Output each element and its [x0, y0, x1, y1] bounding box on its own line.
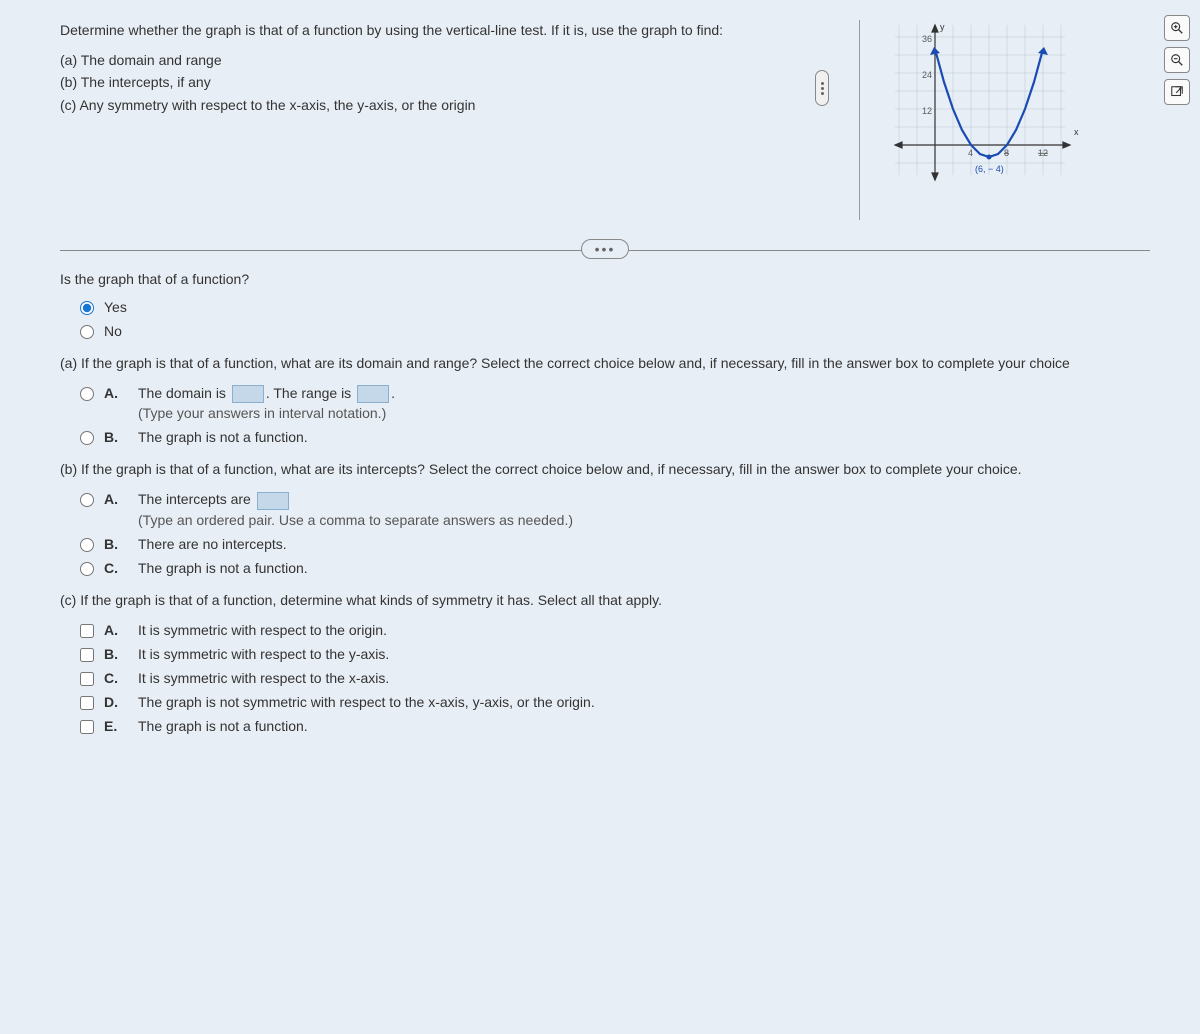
qc-optC-checkbox[interactable] — [80, 672, 94, 686]
opt-letter: C. — [104, 670, 122, 686]
collapse-handle[interactable] — [815, 70, 829, 106]
question-prompt: Determine whether the graph is that of a… — [60, 20, 795, 220]
zoom-in-button[interactable] — [1164, 15, 1190, 41]
qc-optA-label: It is symmetric with respect to the orig… — [138, 622, 387, 638]
qa-optA-hint: (Type your answers in interval notation.… — [138, 405, 1150, 421]
svg-text:4: 4 — [968, 148, 973, 158]
svg-text:8: 8 — [1004, 148, 1009, 158]
qc-optB-label: It is symmetric with respect to the y-ax… — [138, 646, 389, 662]
opt-letter: E. — [104, 718, 122, 734]
q1-prompt: Is the graph that of a function? — [60, 271, 1150, 287]
qb-optB-radio[interactable] — [80, 538, 94, 552]
opt-letter: A. — [104, 622, 122, 638]
vertical-divider — [859, 20, 860, 220]
qc-optC-label: It is symmetric with respect to the x-ax… — [138, 670, 389, 686]
opt-letter: B. — [104, 646, 122, 662]
qa-optA-radio[interactable] — [80, 387, 94, 401]
question-c: A. It is symmetric with respect to the o… — [60, 622, 1150, 734]
opt-letter: B. — [104, 536, 122, 552]
qa-optB-radio[interactable] — [80, 431, 94, 445]
svg-text:12: 12 — [922, 106, 932, 116]
qa-optA-mid: . The range is — [266, 385, 355, 401]
svg-text:12: 12 — [1038, 148, 1048, 158]
qa-optA-pre: The domain is — [138, 385, 230, 401]
q1-yes-radio[interactable] — [80, 301, 94, 315]
qa-optB-label: The graph is not a function. — [138, 429, 308, 445]
intercepts-input[interactable] — [257, 492, 289, 510]
question-1: Is the graph that of a function? Yes No — [60, 271, 1150, 339]
domain-input[interactable] — [232, 385, 264, 403]
qc-prompt: (c) If the graph is that of a function, … — [60, 592, 1150, 608]
qb-optC-radio[interactable] — [80, 562, 94, 576]
qb-prompt: (b) If the graph is that of a function, … — [60, 461, 1150, 477]
svg-text:36: 36 — [922, 34, 932, 44]
graph-panel: y x 36 24 12 4 8 12 (6, − 4) — [890, 20, 1150, 220]
qb-optC-label: The graph is not a function. — [138, 560, 308, 576]
section-divider: ••• — [60, 250, 1150, 251]
question-part-a: (a) The domain and range — [60, 49, 755, 71]
opt-letter: A. — [104, 385, 122, 401]
graph-svg: y x 36 24 12 4 8 12 (6, − 4) — [890, 20, 1100, 195]
x-axis-label: x — [1074, 127, 1079, 137]
q1-yes-label: Yes — [104, 299, 127, 315]
expand-graph-button[interactable] — [1164, 79, 1190, 105]
question-part-c: (c) Any symmetry with respect to the x-a… — [60, 94, 755, 116]
question-part-b: (b) The intercepts, if any — [60, 71, 755, 93]
q1-no-label: No — [104, 323, 122, 339]
opt-letter: D. — [104, 694, 122, 710]
opt-letter: B. — [104, 429, 122, 445]
vertex-label: (6, − 4) — [975, 164, 1004, 174]
qc-optE-label: The graph is not a function. — [138, 718, 308, 734]
q1-no-radio[interactable] — [80, 325, 94, 339]
range-input[interactable] — [357, 385, 389, 403]
opt-letter: A. — [104, 491, 122, 507]
qa-optA-post: . — [391, 385, 395, 401]
question-intro: Determine whether the graph is that of a… — [60, 20, 755, 41]
qc-optE-checkbox[interactable] — [80, 720, 94, 734]
qb-optA-pre: The intercepts are — [138, 491, 255, 507]
svg-text:24: 24 — [922, 70, 932, 80]
qb-optA-radio[interactable] — [80, 493, 94, 507]
zoom-out-button[interactable] — [1164, 47, 1190, 73]
qb-optA-hint: (Type an ordered pair. Use a comma to se… — [138, 512, 1150, 528]
y-axis-label: y — [940, 22, 945, 32]
question-b: A. The intercepts are (Type an ordered p… — [60, 491, 1150, 575]
qc-optA-checkbox[interactable] — [80, 624, 94, 638]
qc-optD-checkbox[interactable] — [80, 696, 94, 710]
opt-letter: C. — [104, 560, 122, 576]
question-a: A. The domain is . The range is . (Type … — [60, 385, 1150, 445]
qc-optB-checkbox[interactable] — [80, 648, 94, 662]
qc-optD-label: The graph is not symmetric with respect … — [138, 694, 595, 710]
qa-prompt: (a) If the graph is that of a function, … — [60, 355, 1150, 371]
qb-optB-label: There are no intercepts. — [138, 536, 287, 552]
expand-more-button[interactable]: ••• — [581, 239, 629, 259]
